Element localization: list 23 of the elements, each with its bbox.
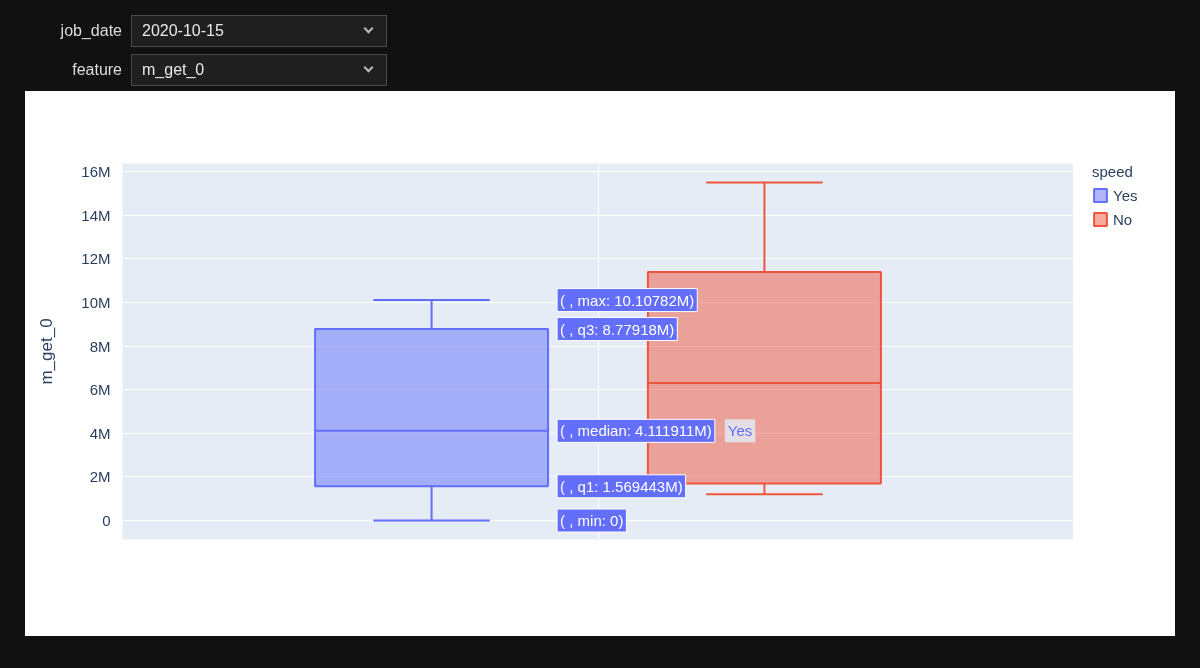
legend-label: No <box>1113 209 1133 229</box>
legend-label: Yes <box>1113 185 1138 205</box>
y-tick-label: 16M <box>81 163 111 181</box>
annotation: ( , median: 4.111911M) <box>560 422 712 440</box>
text: job_date <box>60 21 122 41</box>
y-tick-label: 0 <box>102 512 111 530</box>
y-axis-title: m_get_0 <box>37 318 57 385</box>
annotation: ( , q3: 8.77918M) <box>560 320 675 338</box>
y-tick-label: 8M <box>89 337 111 355</box>
annotation: ( , max: 10.10782M) <box>560 291 695 309</box>
y-tick-label: 4M <box>89 424 111 442</box>
legend-title: speed <box>1092 163 1134 180</box>
annotation: Yes <box>727 422 753 440</box>
annotation: ( , q1: 1.569443M) <box>560 477 683 495</box>
y-tick-label: 14M <box>81 206 111 224</box>
text: m_get_0 <box>142 60 205 80</box>
y-tick-label: 6M <box>89 381 111 399</box>
y-tick-label: 10M <box>81 293 111 311</box>
y-tick-label: 12M <box>81 250 111 268</box>
annotation: ( , min: 0) <box>560 512 624 530</box>
text: feature <box>72 60 122 80</box>
y-tick-label: 2M <box>89 468 111 486</box>
text: 2020-10-15 <box>142 21 224 41</box>
